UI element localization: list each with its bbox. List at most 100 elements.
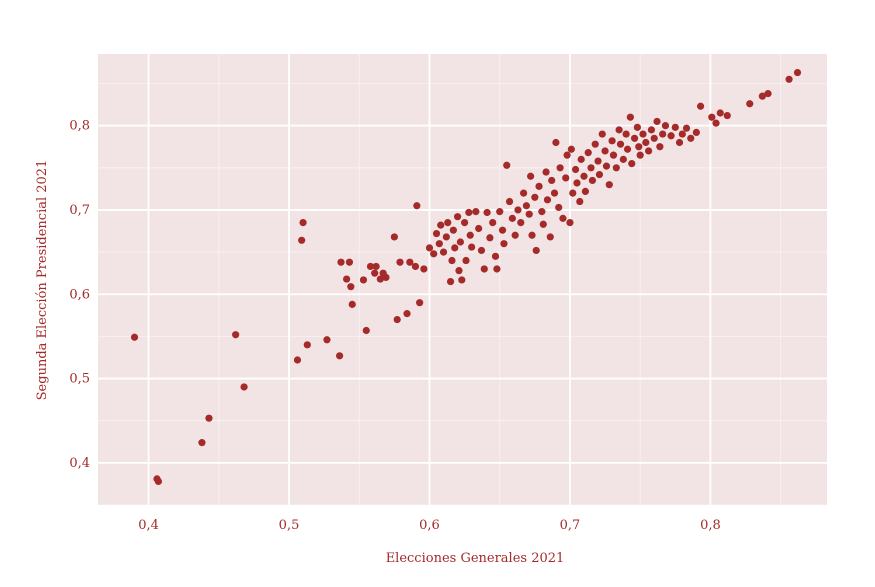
data-point	[382, 273, 390, 281]
x-tick-label: 0,8	[700, 518, 721, 533]
data-point	[682, 124, 691, 132]
data-point	[437, 221, 445, 229]
data-point	[240, 383, 248, 391]
data-point	[556, 164, 564, 172]
data-point	[793, 68, 802, 77]
data-point	[746, 100, 754, 108]
data-point	[555, 203, 563, 212]
data-point	[723, 111, 731, 120]
data-point	[498, 226, 507, 234]
data-point	[678, 130, 686, 138]
data-point	[659, 130, 667, 138]
data-point	[345, 258, 354, 266]
data-point	[451, 244, 459, 252]
data-point	[372, 262, 380, 271]
data-point	[563, 151, 571, 159]
data-point	[376, 275, 384, 283]
data-point	[598, 130, 606, 138]
y-tick-label: 0,8	[69, 119, 90, 134]
data-point	[462, 256, 470, 265]
data-point	[514, 206, 522, 214]
data-point	[642, 138, 650, 147]
data-point	[455, 267, 463, 275]
data-point	[619, 155, 627, 163]
data-point	[567, 145, 575, 153]
data-point	[154, 477, 162, 485]
data-point	[645, 147, 653, 155]
data-point	[581, 187, 590, 196]
data-point	[542, 168, 550, 176]
data-point	[667, 132, 675, 140]
data-point	[576, 197, 584, 206]
data-point	[535, 182, 543, 190]
data-point	[466, 231, 474, 239]
data-point	[439, 248, 448, 256]
data-point	[416, 299, 424, 307]
data-point	[335, 352, 344, 360]
data-point	[425, 244, 434, 252]
data-point	[475, 224, 483, 233]
x-axis-ticks: 0,4 0,5 0,6 0,7 0,8	[138, 518, 721, 533]
data-point	[517, 218, 525, 227]
data-point	[525, 210, 533, 218]
data-point	[656, 143, 664, 151]
data-point	[337, 258, 345, 266]
grid-lines	[98, 54, 827, 506]
data-point	[205, 414, 213, 422]
data-point	[496, 208, 504, 216]
data-point	[522, 202, 531, 210]
data-point	[480, 265, 488, 273]
data-point	[435, 240, 443, 248]
data-point	[601, 147, 609, 155]
data-point	[362, 326, 370, 335]
data-point	[449, 226, 457, 234]
data-point	[573, 179, 581, 187]
data-point	[650, 134, 658, 142]
data-point	[503, 161, 511, 169]
data-point	[605, 181, 613, 189]
data-point	[538, 208, 546, 216]
data-point	[626, 113, 634, 121]
data-point	[472, 208, 480, 216]
data-point	[758, 92, 766, 100]
data-point	[562, 174, 570, 182]
data-point	[420, 265, 428, 273]
x-tick-label: 0,6	[419, 518, 440, 533]
data-point	[491, 252, 500, 260]
data-point	[511, 231, 519, 239]
data-points	[130, 68, 802, 485]
data-point	[594, 157, 602, 165]
data-point	[587, 164, 595, 172]
y-tick-label: 0,4	[69, 456, 90, 471]
data-point	[584, 149, 592, 157]
data-point	[595, 170, 604, 179]
data-point	[546, 233, 554, 241]
data-point	[448, 256, 456, 265]
data-point	[692, 128, 700, 136]
data-point	[406, 258, 414, 266]
data-point	[612, 164, 620, 172]
data-point	[622, 130, 630, 138]
data-point	[639, 130, 647, 138]
data-point	[489, 218, 497, 227]
data-point	[293, 356, 302, 364]
data-point	[446, 278, 455, 286]
data-point	[359, 276, 368, 284]
data-point	[413, 202, 421, 210]
data-point	[532, 246, 540, 255]
data-point	[602, 162, 611, 170]
x-tick-label: 0,5	[279, 518, 300, 533]
data-point	[552, 138, 560, 147]
data-point	[716, 109, 724, 117]
data-point	[548, 176, 556, 185]
y-axis-title: Segunda Elección Presidencial 2021	[35, 160, 50, 401]
data-point	[566, 218, 574, 227]
data-point	[371, 269, 379, 277]
data-point	[483, 208, 491, 217]
data-point	[675, 138, 684, 147]
data-point	[299, 218, 307, 227]
data-point	[343, 275, 351, 283]
data-point	[456, 238, 464, 246]
data-point	[442, 233, 450, 241]
